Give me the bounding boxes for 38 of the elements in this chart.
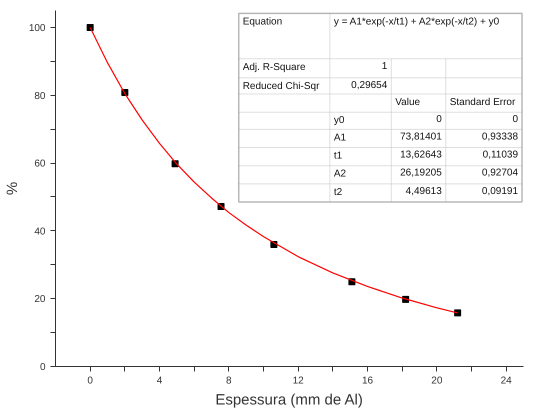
annotation: t1 — [334, 150, 343, 162]
x-axis-title: Espessura (mm de Al) — [215, 392, 363, 408]
x-tick-label: 12 — [292, 376, 304, 386]
annotation: 0,92704 — [482, 168, 518, 179]
annotation: A2 — [334, 168, 346, 180]
annotation: 0,09191 — [482, 186, 518, 197]
y-tick-label: 100 — [28, 22, 46, 34]
annotation: 0 — [436, 114, 442, 126]
annotation: Equation — [242, 16, 282, 28]
annotation: 0,11039 — [482, 150, 518, 161]
annotation: t2 — [334, 186, 343, 198]
annotation: y0 — [334, 115, 345, 126]
annotation: 73,81401 — [400, 131, 442, 142]
x-tick-label: 8 — [226, 376, 232, 386]
y-axis-title: % — [4, 182, 21, 196]
y-tick-label: 40 — [34, 226, 46, 238]
x-tick-label: 16 — [362, 376, 374, 386]
annotation: Reduced Chi-Sqr — [242, 80, 320, 92]
annotation: Adj. R-Square — [242, 62, 306, 73]
annotation: 26,19205 — [400, 168, 442, 179]
annotation: 13,62643 — [400, 150, 442, 161]
annotation: y = A1*exp(-x/t1) + A2*exp(-x/t2) + y0 — [334, 16, 500, 28]
annotation: 0,29654 — [351, 80, 388, 91]
annotation: Standard Error — [450, 97, 516, 108]
annotation: 0 — [512, 114, 518, 126]
y-tick-label: 80 — [34, 90, 46, 102]
annotation: 1 — [382, 60, 388, 72]
annotation: 0,93338 — [482, 131, 518, 142]
y-tick-label: 60 — [34, 158, 46, 170]
y-tick-label: 20 — [34, 294, 46, 306]
x-tick-label: 20 — [431, 376, 443, 386]
annotation: A1 — [334, 132, 346, 144]
x-tick-label: 4 — [156, 376, 163, 386]
x-tick-label: 24 — [500, 376, 512, 386]
x-tick-label: 0 — [87, 376, 94, 386]
y-tick-label: 0 — [40, 362, 46, 373]
annotation: Value — [395, 97, 421, 108]
annotation: 4,49613 — [406, 186, 442, 197]
